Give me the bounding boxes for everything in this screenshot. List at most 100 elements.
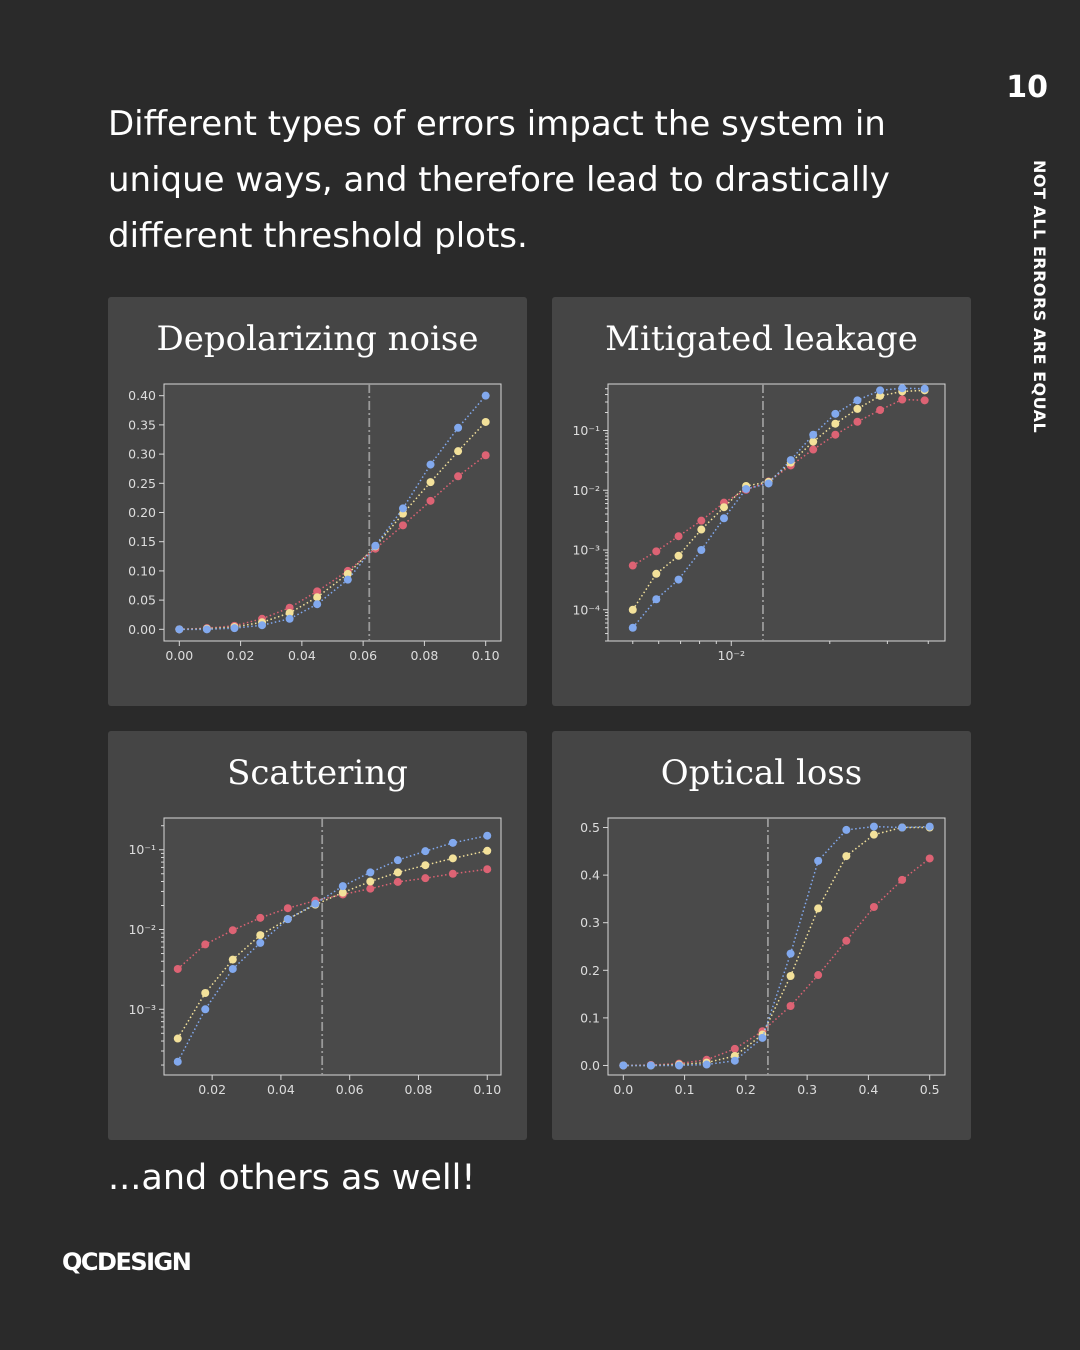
data-point [393, 868, 402, 877]
data-point [674, 532, 683, 541]
series-line [623, 857, 931, 1067]
data-point [258, 621, 267, 630]
intro-text: Different types of errors impact the sys… [108, 104, 890, 256]
plot-area [607, 817, 946, 1076]
series-line [179, 454, 487, 631]
data-point [842, 852, 851, 861]
data-point [876, 391, 885, 400]
data-point [869, 830, 878, 839]
data-point [814, 971, 823, 980]
data-point [758, 1033, 767, 1042]
data-point [674, 551, 683, 560]
data-point [481, 391, 490, 400]
data-point [652, 595, 661, 604]
y-tick-label: 0.25 [128, 476, 156, 491]
data-point [786, 972, 795, 981]
y-tick-label: 0.4 [580, 868, 600, 883]
data-point [652, 547, 661, 556]
mitigated-leakage-chart: 10⁻² 10⁻⁴ 10⁻³ 10⁻² 10⁻¹ [572, 383, 946, 663]
data-point [628, 561, 637, 570]
data-point [869, 822, 878, 831]
series-line [177, 868, 488, 970]
data-point [702, 1060, 711, 1069]
data-point [809, 430, 818, 439]
panel-optical-loss: Optical loss 0.0 0.1 0.2 0.3 0.4 0.5 0.0 0.1 0.2… [552, 731, 971, 1140]
data-point [228, 926, 237, 935]
scattering-chart: 0.02 0.04 0.06 0.08 0.10 10⁻³ 10⁻² 10⁻¹ [128, 817, 502, 1097]
y-tick-label: 0.10 [128, 563, 156, 578]
data-point [809, 445, 818, 454]
x-tick-label: 0.5 [920, 1082, 940, 1097]
data-point [398, 521, 407, 530]
series-line [177, 850, 488, 1039]
data-point [842, 936, 851, 945]
chart-title: Optical loss [660, 753, 863, 793]
y-tick-label: 0.0 [580, 1058, 600, 1073]
data-point [454, 423, 463, 432]
series-line [179, 421, 487, 631]
series-line [623, 826, 930, 1067]
data-point [202, 625, 211, 634]
data-point [898, 823, 907, 832]
data-point [675, 1061, 684, 1070]
data-point [283, 904, 292, 913]
side-title: NOT ALL ERRORS ARE EQUAL [1030, 160, 1049, 434]
data-point [366, 877, 375, 886]
x-tick-label: 0.1 [675, 1082, 695, 1097]
series-line [177, 834, 488, 1063]
data-point [814, 856, 823, 865]
data-point [730, 1056, 739, 1065]
data-point [697, 516, 706, 525]
data-point [398, 504, 407, 513]
series-line [623, 825, 930, 1067]
data-point [481, 451, 490, 460]
data-point [313, 593, 322, 602]
data-point [454, 447, 463, 456]
panel-depolarizing-noise: Depolarizing noise 0.00 0.02 0.04 0.06 0.08 0… [108, 297, 527, 706]
data-point [869, 902, 878, 911]
data-point [426, 478, 435, 487]
plot-area [607, 383, 946, 642]
data-point [366, 868, 375, 877]
y-tick-label: 0.1 [580, 1010, 600, 1025]
data-point [719, 503, 728, 512]
y-tick-label: 10⁻² [128, 922, 156, 937]
x-tick-label: 0.04 [288, 648, 316, 663]
data-point [628, 623, 637, 632]
data-point [876, 386, 885, 395]
data-point [256, 913, 265, 922]
data-point [920, 384, 929, 393]
y-tick-label: 0.40 [128, 388, 156, 403]
data-point [201, 1005, 210, 1014]
data-point [742, 484, 751, 493]
data-point [175, 625, 184, 634]
data-point [809, 437, 818, 446]
data-point [285, 608, 294, 617]
data-point [256, 938, 265, 947]
data-point [898, 384, 907, 393]
x-tick-label: 0.04 [267, 1082, 295, 1097]
page-number: 10 [1006, 70, 1048, 105]
data-point [619, 1061, 628, 1070]
y-tick-label: 10⁻² [572, 483, 600, 498]
data-point [426, 460, 435, 469]
data-point [876, 406, 885, 415]
data-point [853, 396, 862, 405]
chart-title: Mitigated leakage [605, 319, 918, 359]
chart-title: Depolarizing noise [156, 319, 479, 359]
data-point [786, 949, 795, 958]
data-point [285, 614, 294, 623]
x-tick-label: 0.02 [227, 648, 255, 663]
data-point [719, 514, 728, 523]
x-tick-label: 0.10 [472, 648, 500, 663]
series-line [632, 398, 925, 567]
data-point [483, 865, 492, 874]
depolarizing-noise-chart: 0.00 0.02 0.04 0.06 0.08 0.10 0.00 0.05 0.10 0.15… [128, 383, 502, 663]
y-tick-label: 0.20 [128, 505, 156, 520]
x-tick-label: 0.02 [198, 1082, 226, 1097]
data-point [831, 430, 840, 439]
data-point [311, 899, 320, 908]
y-tick-label: 10⁻³ [572, 543, 600, 558]
data-point [313, 587, 322, 596]
data-point [853, 417, 862, 426]
